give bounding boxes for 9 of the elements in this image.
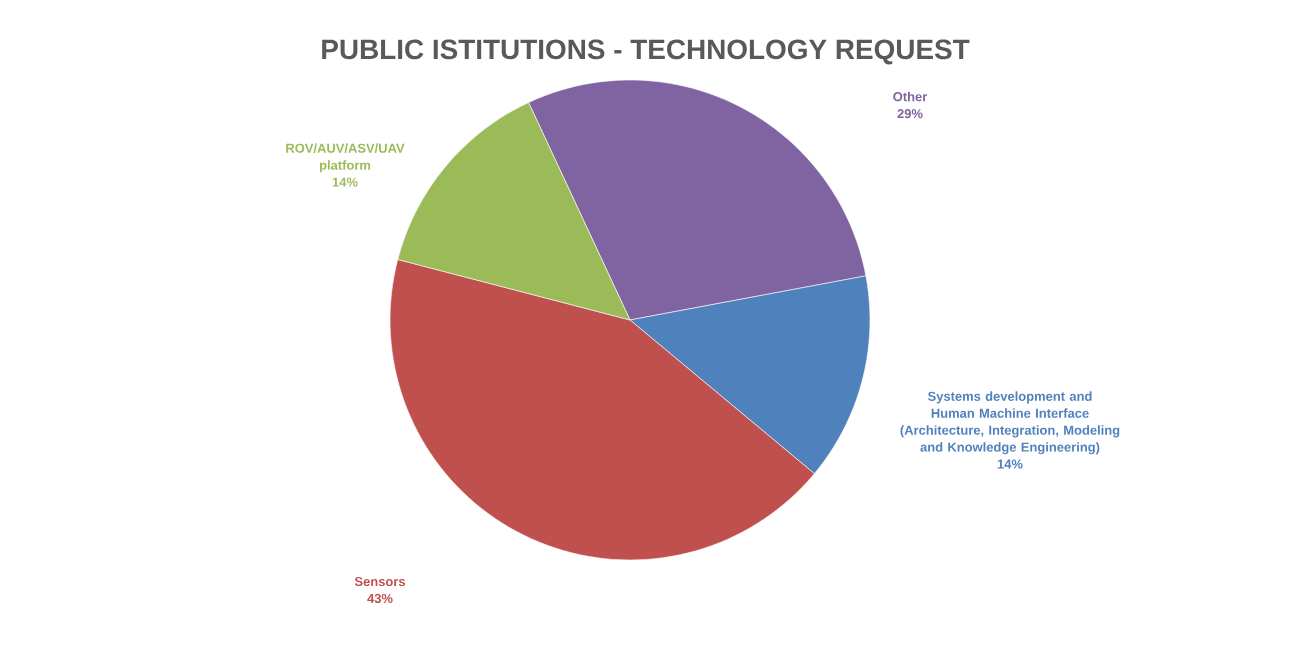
chart-title: PUBLIC ISTITUTIONS - TECHNOLOGY REQUEST (322, 39, 970, 65)
data-label: 43% (367, 593, 393, 604)
slice-label: Sensors (354, 576, 406, 587)
data-label: 14% (332, 177, 358, 187)
slice-label: ROV/AUV/ASV/UAV platform (286, 143, 405, 173)
data-label: 14% (997, 459, 1023, 469)
slice-label: Other (893, 91, 928, 102)
slice-label: Systems development and Human Machine Interface (Architecture, Integration, Modeling and Knowledge Engineering) (900, 391, 1120, 455)
data-label: 29% (897, 109, 923, 119)
